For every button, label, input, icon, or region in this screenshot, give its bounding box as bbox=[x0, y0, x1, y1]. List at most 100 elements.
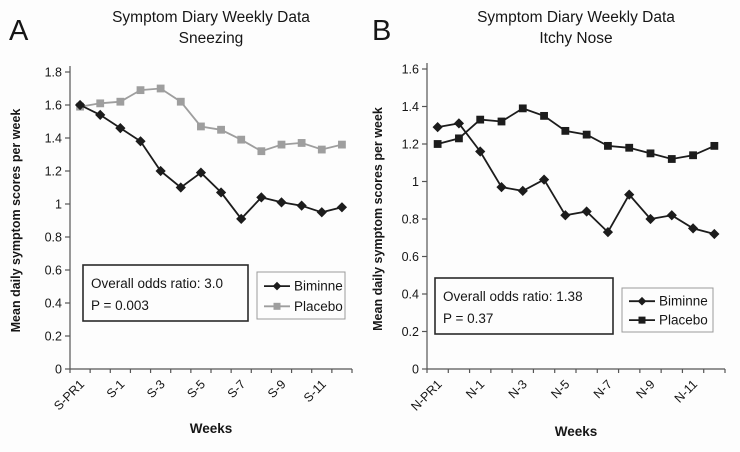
series-placebo-marker bbox=[540, 111, 548, 120]
series-placebo-marker bbox=[497, 117, 506, 126]
y-tick-label: 1.8 bbox=[45, 66, 62, 80]
series-biminne-marker bbox=[538, 174, 550, 185]
y-tick-label: 1.4 bbox=[402, 100, 419, 114]
chart-title: Symptom Diary Weekly Data bbox=[477, 9, 675, 26]
series-placebo-marker bbox=[317, 145, 326, 154]
y-tick-label: 0.8 bbox=[45, 231, 62, 245]
panel-b-itchy-nose: B Symptom Diary Weekly Data Itchy Nose 1.6 1… bbox=[370, 0, 740, 452]
x-tick-label: S-7 bbox=[225, 377, 249, 401]
series-biminne-marker bbox=[95, 109, 106, 121]
y-tick-label: 0.8 bbox=[402, 213, 419, 227]
series-biminne-marker bbox=[560, 210, 571, 221]
series-biminne-marker bbox=[296, 200, 307, 211]
chart-svg-panel-a: A Symptom Diary Weekly Data Sneezing 1.8 1.6… bbox=[9, 9, 353, 436]
legend-biminne-label: Biminne bbox=[659, 294, 708, 309]
y-tick-label: 1.4 bbox=[45, 132, 62, 146]
series-placebo bbox=[76, 84, 346, 156]
panel-letter: B bbox=[372, 15, 391, 47]
series-placebo-marker bbox=[116, 97, 125, 106]
series-placebo-marker bbox=[96, 99, 105, 108]
annotation-odds-ratio: Overall odds ratio: 3.0 bbox=[91, 276, 223, 291]
chart-subtitle: Itchy Nose bbox=[539, 30, 612, 47]
series-biminne-marker bbox=[115, 122, 126, 134]
series-biminne-marker bbox=[195, 167, 207, 178]
series-biminne-marker bbox=[581, 206, 592, 217]
y-tick-label: 1 bbox=[412, 175, 419, 189]
x-tick-label: N-9 bbox=[633, 377, 657, 401]
series-placebo-marker bbox=[625, 143, 634, 152]
x-tick-label: N-1 bbox=[463, 377, 487, 401]
y-tick-label: 0 bbox=[412, 363, 419, 377]
series-placebo-marker bbox=[277, 140, 286, 149]
legend-placebo-label: Placebo bbox=[659, 313, 708, 328]
series-biminne bbox=[432, 118, 720, 240]
series-placebo-marker bbox=[176, 97, 185, 106]
series-biminne-marker bbox=[475, 146, 486, 157]
series-placebo-marker bbox=[136, 86, 145, 95]
y-tick-label: 1 bbox=[55, 198, 62, 212]
series-biminne-marker bbox=[624, 189, 635, 200]
legend-placebo-label: Placebo bbox=[294, 299, 343, 314]
series-biminne-marker bbox=[256, 192, 267, 203]
y-tick-label: 0 bbox=[55, 363, 62, 377]
series-biminne-marker bbox=[666, 210, 677, 221]
chart-title: Symptom Diary Weekly Data bbox=[112, 9, 310, 26]
legend-biminne-marker bbox=[272, 281, 282, 291]
series-placebo-marker bbox=[582, 130, 591, 139]
series-placebo-marker bbox=[689, 151, 697, 160]
legend-placebo-marker bbox=[273, 302, 281, 310]
series-biminne-marker bbox=[236, 213, 247, 224]
series-placebo bbox=[433, 104, 719, 163]
x-tick-label: S-1 bbox=[104, 377, 128, 401]
x-tick-label: S-9 bbox=[265, 377, 289, 401]
y-axis-title: Mean daily symptom scores per week bbox=[371, 107, 385, 331]
series-placebo-marker bbox=[646, 149, 655, 158]
series-placebo-marker bbox=[297, 139, 306, 147]
chart-svg-panel-b: B Symptom Diary Weekly Data Itchy Nose 1.6 1… bbox=[371, 9, 726, 439]
series-placebo-marker bbox=[455, 134, 463, 143]
y-axis-title: Mean daily symptom scores per week bbox=[9, 109, 23, 333]
panel-a-sneezing: A Symptom Diary Weekly Data Sneezing 1.8 1.6… bbox=[9, 9, 353, 436]
series-biminne-marker bbox=[175, 182, 186, 193]
series-placebo-marker bbox=[217, 125, 225, 134]
series-placebo-marker bbox=[710, 141, 719, 150]
y-tick-label: 0.6 bbox=[45, 264, 62, 278]
series-biminne-marker bbox=[432, 122, 443, 133]
series-placebo-marker bbox=[197, 122, 205, 131]
y-tick-label: 1.6 bbox=[402, 63, 419, 77]
annotation-p-value: P = 0.003 bbox=[91, 298, 149, 313]
x-tick-label: N-5 bbox=[548, 377, 572, 401]
y-tick-label: 1.2 bbox=[45, 165, 62, 179]
y-tick-label: 0.4 bbox=[45, 297, 62, 311]
legend-biminne-marker bbox=[637, 296, 647, 306]
legend: Biminne Placebo bbox=[621, 287, 714, 333]
axes bbox=[65, 66, 353, 373]
series-biminne-marker bbox=[135, 136, 146, 147]
chart-subtitle: Sneezing bbox=[179, 30, 244, 47]
series-placebo-marker bbox=[476, 115, 485, 124]
annotation-odds-ratio: Overall odds ratio: 1.38 bbox=[443, 289, 583, 304]
series-placebo-marker bbox=[433, 140, 442, 148]
odds-ratio-annotation: Overall odds ratio: 3.0 P = 0.003 bbox=[82, 264, 249, 322]
series-placebo-marker bbox=[257, 147, 266, 156]
legend-placebo-marker bbox=[638, 316, 646, 324]
series-biminne-marker bbox=[496, 182, 507, 193]
series-biminne-marker bbox=[709, 228, 720, 240]
annotation-box bbox=[434, 277, 614, 335]
y-tick-label: 0.6 bbox=[402, 250, 419, 264]
axes bbox=[422, 63, 726, 373]
series-placebo-marker bbox=[338, 140, 346, 149]
x-axis-title: Weeks bbox=[190, 421, 233, 436]
legend: Biminne Placebo bbox=[256, 271, 346, 320]
y-tick-label: 0.2 bbox=[402, 325, 419, 339]
series-biminne-marker bbox=[215, 187, 227, 198]
series-placebo-marker bbox=[561, 126, 570, 135]
panel-letter: A bbox=[9, 15, 29, 47]
x-tick-label: S-PR1 bbox=[51, 377, 87, 413]
series-biminne-marker bbox=[645, 213, 656, 225]
series-placebo-marker bbox=[518, 104, 527, 113]
series-biminne bbox=[74, 99, 348, 224]
legend-box bbox=[621, 287, 714, 333]
series-biminne-marker bbox=[602, 227, 614, 238]
